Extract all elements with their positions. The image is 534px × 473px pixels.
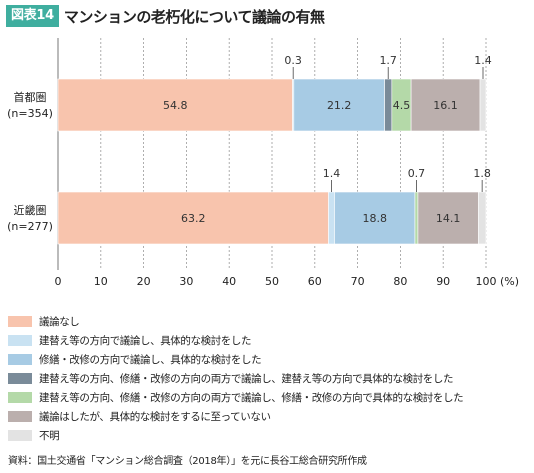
legend-item: 建替え等の方向で議論し、具体的な検討をした: [8, 331, 463, 350]
legend-label: 不明: [39, 430, 60, 442]
category-label: 首都圏: [14, 90, 47, 104]
legend-label: 修繕・改修の方向で議論し、具体的な検討をした: [39, 354, 262, 366]
legend-label: 建替え等の方向、修繕・改修の方向の両方で議論し、修繕・改修の方向で具体的な検討を…: [39, 392, 464, 404]
data-label: 1.4: [323, 167, 341, 180]
legend-item: 建替え等の方向、修繕・改修の方向の両方で議論し、建替え等の方向で具体的な検討をし…: [8, 369, 463, 388]
figure-number-badge: 図表14: [6, 5, 59, 27]
x-tick-label: 10: [94, 275, 108, 288]
legend-swatch: [8, 335, 32, 346]
x-tick-label: 100: [476, 275, 497, 288]
bar-segment: [293, 78, 385, 132]
legend-item: 議論なし: [8, 312, 463, 331]
data-label: 54.8: [163, 99, 188, 112]
chart-legend: 議論なし建替え等の方向で議論し、具体的な検討をした 修繕・改修の方向で議論し、具体…: [8, 312, 464, 445]
figure-header: 図表14 マンションの老朽化について議論の有無: [6, 5, 325, 27]
category-sample-size: (n=354): [7, 107, 53, 120]
data-label: 1.8: [473, 167, 491, 180]
x-tick-label: 50: [265, 275, 279, 288]
legend-swatch: [8, 316, 32, 327]
legend-label: 建替え等の方向で議論し、具体的な検討をした: [39, 335, 252, 347]
data-label: 0.3: [284, 54, 302, 67]
legend-item: 議論はしたが、具体的な検討をするに至っていない: [8, 407, 463, 426]
x-axis-unit: (%): [500, 275, 519, 288]
bar-segment: [57, 191, 329, 245]
x-tick-label: 70: [351, 275, 365, 288]
bar-segment: [479, 78, 487, 132]
legend-swatch: [8, 354, 32, 365]
category-sample-size: (n=277): [7, 220, 53, 233]
bar-segment: [417, 191, 479, 245]
legend-label: 議論なし: [39, 316, 80, 328]
bar-segment: [334, 191, 416, 245]
legend-item: 不明: [8, 426, 463, 445]
legend-item: 建替え等の方向、修繕・改修の方向の両方で議論し、修繕・改修の方向で具体的な検討を…: [8, 388, 464, 407]
data-label: 14.1: [436, 212, 461, 225]
bar-segment: [328, 191, 335, 245]
x-tick-label: 40: [222, 275, 236, 288]
source-note: 資料：国土交通省「マンション総合調査（2018年）」を元に長谷工総合研究所作成: [8, 456, 367, 467]
bar-segment: [384, 78, 393, 132]
legend-swatch: [8, 411, 32, 422]
data-label: 63.2: [181, 212, 206, 225]
data-label: 4.5: [393, 99, 411, 112]
x-tick-label: 20: [137, 275, 151, 288]
legend-label: 議論はしたが、具体的な検討をするに至っていない: [39, 411, 271, 423]
legend-swatch: [8, 392, 32, 403]
x-tick-label: 60: [308, 275, 322, 288]
data-label: 1.4: [474, 54, 492, 67]
data-label: 1.7: [379, 54, 397, 67]
data-label: 0.7: [408, 167, 426, 180]
bar-segment: [410, 78, 481, 132]
data-label: 21.2: [327, 99, 352, 112]
chart-title: マンションの老朽化について議論の有無: [63, 7, 325, 26]
x-tick-label: 30: [179, 275, 193, 288]
bar-segment: [414, 191, 419, 245]
legend-item: 修繕・改修の方向で議論し、具体的な検討をした: [8, 350, 463, 369]
legend-swatch: [8, 373, 32, 384]
x-tick-label: 0: [55, 275, 62, 288]
stacked-bar-chart: 0 10 20 30 40 50 60 70 80 90 100 (%) 首都圏 (n=354) 近畿圏 (n…: [7, 38, 519, 288]
data-label: 16.1: [433, 99, 458, 112]
legend-label: 建替え等の方向、修繕・改修の方向の両方で議論し、建替え等の方向で具体的な検討をし…: [39, 373, 454, 385]
category-label: 近畿圏: [14, 203, 47, 217]
x-tick-label: 80: [393, 275, 407, 288]
bar-segment: [57, 78, 293, 132]
bar-segment: [477, 191, 487, 245]
data-label: 18.8: [362, 212, 387, 225]
legend-swatch: [8, 430, 32, 441]
x-tick-label: 90: [436, 275, 450, 288]
